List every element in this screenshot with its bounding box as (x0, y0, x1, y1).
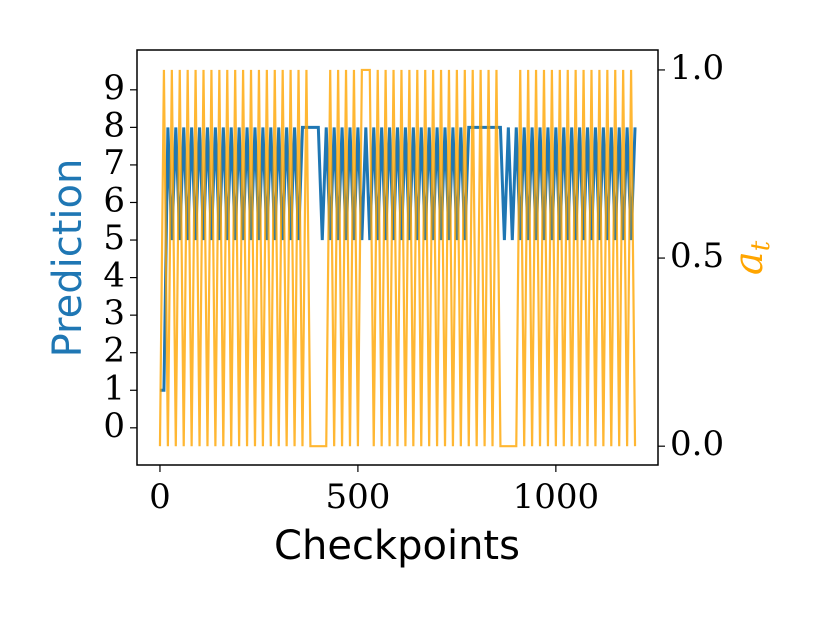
y-tick-label: 3 (103, 293, 125, 333)
y-tick-label: 9 (103, 68, 125, 108)
y-tick-label: 4 (103, 256, 125, 296)
y2-axis-label-sub: t (746, 240, 776, 251)
y-axis-label: Prediction (45, 159, 91, 358)
y-tick-label: 0 (103, 406, 125, 446)
y-tick-label: 8 (103, 105, 125, 145)
y-tick-label: 1 (103, 368, 125, 408)
y-tick-label: 7 (103, 143, 125, 183)
x-tick-label: 500 (325, 477, 390, 517)
x-axis-label: Checkpoints (274, 523, 520, 569)
y-tick-label: 5 (103, 218, 125, 258)
series-line (159, 125, 637, 392)
x-tick-label: 1000 (513, 477, 600, 517)
y-tick-label: 6 (103, 180, 125, 220)
series-line (158, 68, 637, 448)
y2-axis-label-base: a (726, 251, 772, 275)
y2-tick-label: 1.0 (670, 48, 724, 88)
y2-axis-label: at (726, 240, 776, 275)
x-tick-label: 0 (149, 477, 171, 517)
y-tick-label: 2 (103, 331, 125, 371)
y2-tick-label: 0.5 (670, 236, 724, 276)
y2-tick-label: 0.0 (670, 424, 724, 464)
